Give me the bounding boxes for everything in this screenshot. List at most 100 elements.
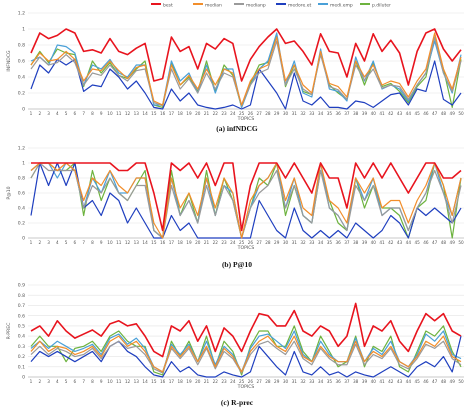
x-tick-label: 27 [256,240,262,245]
x-tick-label: 10 [107,379,113,384]
y-tick-label: 0.2 [18,91,25,97]
x-tick-label: 28 [265,240,271,245]
x-tick-label: 4 [56,111,59,116]
x-tick-label: 1 [30,240,33,245]
x-tick-label: 22 [213,111,219,116]
chart-panel-rprec: 00.10.20.30.40.50.60.70.80.91 2 3 4 5 6 7 8 9 10 1… [6,283,464,407]
x-tick-label: 47 [432,240,438,245]
x-tick-label: 6 [74,111,77,116]
x-tick-label: 25 [239,111,245,116]
y-tick-label: 0.4 [18,334,25,340]
legend-label: medore.et [288,3,311,9]
y-tick-label: 0.9 [18,283,25,289]
x-tick-label: 7 [82,111,85,116]
x-tick-label: 21 [204,379,210,384]
legend-label: median [205,3,222,9]
x-tick-label: 28 [265,111,271,116]
x-tick-label: 12 [125,379,131,384]
x-tick-label: 40 [371,111,377,116]
series-line-medianp [30,162,462,239]
x-tick-label: 30 [283,240,289,245]
x-tick-label: 3 [47,240,50,245]
x-tick-label: 26 [248,379,254,384]
series-line-best [30,302,462,358]
x-tick-label: 37 [344,240,350,245]
x-tick-label: 27 [256,379,262,384]
x-tick-label: 48 [441,240,447,245]
x-tick-label: 29 [274,111,280,116]
x-tick-label: 34 [318,379,324,384]
y-tick-label: 0.8 [18,293,25,299]
x-tick-label: 41 [379,379,385,384]
x-tick-label: 46 [423,379,429,384]
y-tick-label: 0.6 [18,59,25,65]
x-tick-label: 20 [195,111,201,116]
x-tick-label: 38 [353,240,359,245]
x-tick-label: 10 [107,111,113,116]
x-tick-label: 47 [432,379,438,384]
x-tick-label: 16 [160,111,166,116]
x-tick-label: 28 [265,379,271,384]
x-tick-label: 45 [414,111,420,116]
series-line-best [31,162,462,232]
series-line-medore.et [30,335,462,378]
x-tick-label: 12 [125,240,131,245]
x-tick-label: 24 [230,240,236,245]
x-tick-label: 36 [335,379,341,384]
y-tick-label: 0.2 [18,354,25,360]
series-line-medore.et [30,162,462,239]
x-tick-label: 5 [65,379,68,384]
legend-label: p.diluter [372,3,391,9]
x-tick-label: 27 [256,111,262,116]
x-tick-label: 50 [458,111,464,116]
x-tick-label: 44 [406,111,412,116]
y-tick-label: 0.3 [18,344,25,350]
x-tick-label: 48 [441,111,447,116]
y-tick-label: 1 [22,161,25,167]
x-tick-label: 14 [142,240,148,245]
x-tick-label: 20 [195,379,201,384]
x-tick-label: 11 [116,240,122,245]
x-tick-label: 24 [230,111,236,116]
chart-caption: (b) P@10 [222,260,252,269]
x-tick-label: 32 [300,111,306,116]
chart-panel-infndcg: 00.20.40.60.811.21 2 3 4 5 6 7 8 9 10 11 12 13 14 15 16… [6,11,464,133]
x-tick-label: 37 [344,111,350,116]
x-tick-label: 40 [371,379,377,384]
x-tick-label: 11 [116,379,122,384]
x-tick-label: 17 [169,240,175,245]
x-tick-label: 14 [142,111,148,116]
y-axis-title: R-PREC [6,323,12,340]
x-tick-label: 37 [344,379,350,384]
x-tick-label: 19 [186,111,192,116]
x-tick-label: 33 [309,379,315,384]
x-tick-label: 33 [309,111,315,116]
x-tick-label: 29 [274,379,280,384]
x-tick-label: 12 [125,111,131,116]
x-tick-label: 8 [91,111,94,116]
x-tick-label: 5 [65,111,68,116]
x-tick-label: 16 [160,240,166,245]
x-tick-label: 31 [292,379,298,384]
x-tick-label: 42 [388,111,394,116]
x-axis-title: TOPICS [237,245,255,251]
y-tick-label: 0.4 [18,206,25,212]
x-tick-label: 23 [221,379,227,384]
x-tick-label: 44 [406,240,412,245]
x-tick-label: 49 [450,240,456,245]
x-tick-label: 45 [414,240,420,245]
legend-label: medianp [246,3,266,9]
x-tick-label: 42 [388,240,394,245]
series-line-median [30,335,462,373]
x-tick-label: 18 [178,379,184,384]
x-tick-label: 32 [300,379,306,384]
series-line-medi.emp [30,330,462,373]
x-tick-label: 38 [353,111,359,116]
x-tick-label: 23 [221,111,227,116]
x-tick-label: 1 [30,379,33,384]
x-tick-label: 50 [458,379,464,384]
x-tick-label: 9 [100,379,103,384]
x-tick-label: 14 [142,379,148,384]
x-tick-label: 15 [151,379,157,384]
y-tick-label: 0.1 [18,364,25,370]
